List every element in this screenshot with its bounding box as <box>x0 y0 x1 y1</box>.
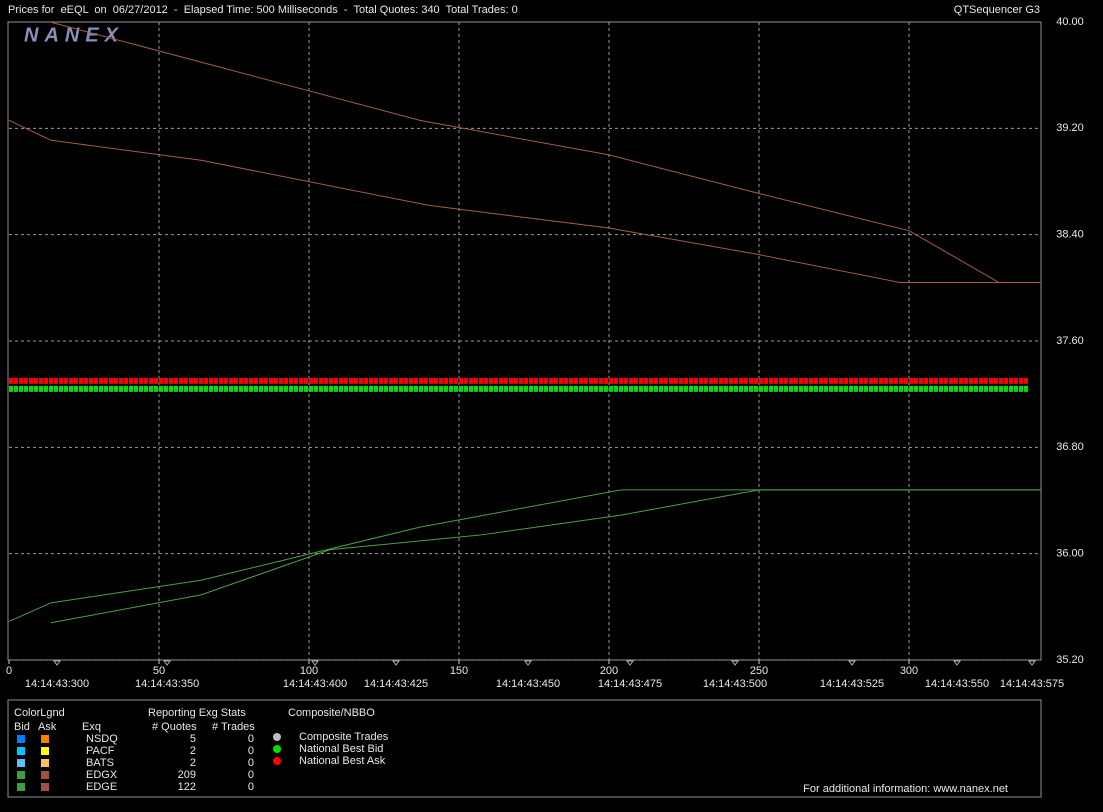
time-marker <box>731 660 739 666</box>
legend-header: # Quotes <box>152 721 197 733</box>
x-tick-label: 300 <box>900 665 918 677</box>
quote-line <box>50 489 1041 624</box>
ask-swatch <box>41 747 49 755</box>
time-label: 14:14:43:475 <box>598 678 662 690</box>
time-marker <box>392 660 400 666</box>
quote-line <box>8 119 1041 284</box>
y-tick-label: 39.20 <box>1056 122 1084 134</box>
x-tick-label: 250 <box>750 665 768 677</box>
time-marker <box>848 660 856 666</box>
time-marker <box>163 660 172 666</box>
y-tick-label: 40.00 <box>1056 16 1084 28</box>
time-label: 14:14:43:575 <box>1000 678 1064 690</box>
y-tick-label: 36.00 <box>1056 548 1084 560</box>
trade-count: 0 <box>248 745 254 757</box>
legend-header: # Trades <box>212 721 255 733</box>
quote-line <box>8 489 1041 622</box>
time-label: 14:14:43:500 <box>703 678 767 690</box>
trade-count: 0 <box>248 781 254 793</box>
time-label: 14:14:43:425 <box>364 678 428 690</box>
time-label: 14:14:43:350 <box>135 678 199 690</box>
time-marker <box>1028 660 1036 666</box>
bid-swatch <box>17 747 25 755</box>
x-tick-label: 200 <box>600 665 618 677</box>
legend-header: Exq <box>82 721 101 733</box>
time-marker <box>524 660 532 666</box>
exchange: PACF <box>86 745 115 757</box>
time-marker <box>953 660 961 666</box>
time-marker <box>626 660 634 666</box>
bid-swatch <box>17 783 25 791</box>
x-tick-label: 100 <box>300 665 318 677</box>
ask-swatch <box>41 735 49 743</box>
legend-label: National Best Ask <box>299 755 386 767</box>
time-marker <box>311 660 319 666</box>
footer: For additional information: www.nanex.ne… <box>803 783 1008 795</box>
quote-count: 209 <box>178 769 196 781</box>
time-label: 14:14:43:450 <box>496 678 560 690</box>
legend-header: Composite/NBBO <box>288 707 375 719</box>
exchange: EDGX <box>86 769 118 781</box>
chart-subtitle: QTSequencer G3 <box>954 4 1040 16</box>
ask-swatch <box>41 759 49 767</box>
trade-count: 0 <box>248 769 254 781</box>
legend-header: Ask <box>38 721 57 733</box>
time-marker <box>53 660 61 666</box>
y-tick-label: 38.40 <box>1056 229 1084 241</box>
legend-marker <box>273 745 281 753</box>
legend-header: Bid <box>14 721 30 733</box>
chart-title: Prices for eEQL on 06/27/2012 - Elapsed … <box>8 4 518 16</box>
trade-count: 0 <box>248 733 254 745</box>
quote-count: 2 <box>190 757 196 769</box>
quote-count: 5 <box>190 733 196 745</box>
quote-count: 2 <box>190 745 196 757</box>
time-label: 14:14:43:550 <box>925 678 989 690</box>
x-tick-label: 150 <box>450 665 468 677</box>
exchange: BATS <box>86 757 114 769</box>
y-tick-label: 36.80 <box>1056 441 1084 453</box>
exchange: NSDQ <box>86 733 118 745</box>
time-label: 14:14:43:525 <box>820 678 884 690</box>
x-tick-label: 50 <box>153 665 165 677</box>
legend-header: Reporting Exg Stats <box>148 707 246 719</box>
quote-count: 122 <box>178 781 196 793</box>
legend-marker <box>273 733 281 741</box>
y-tick-label: 35.20 <box>1056 654 1084 666</box>
watermark: NANEX <box>24 24 124 46</box>
x-tick-label: 0 <box>6 665 12 677</box>
legend-title: ColorLgnd <box>14 707 65 719</box>
time-label: 14:14:43:400 <box>283 678 347 690</box>
trade-count: 0 <box>248 757 254 769</box>
legend-marker <box>273 757 281 765</box>
exchange: EDGE <box>86 781 117 793</box>
time-label: 14:14:43:300 <box>25 678 89 690</box>
bid-swatch <box>17 735 25 743</box>
legend-label: National Best Bid <box>299 743 383 755</box>
bid-swatch <box>17 759 25 767</box>
legend-box <box>7 699 1042 798</box>
bid-swatch <box>17 771 25 779</box>
legend-label: Composite Trades <box>299 731 389 743</box>
ask-swatch <box>41 771 49 779</box>
y-tick-label: 37.60 <box>1056 335 1084 347</box>
ask-swatch <box>41 783 49 791</box>
